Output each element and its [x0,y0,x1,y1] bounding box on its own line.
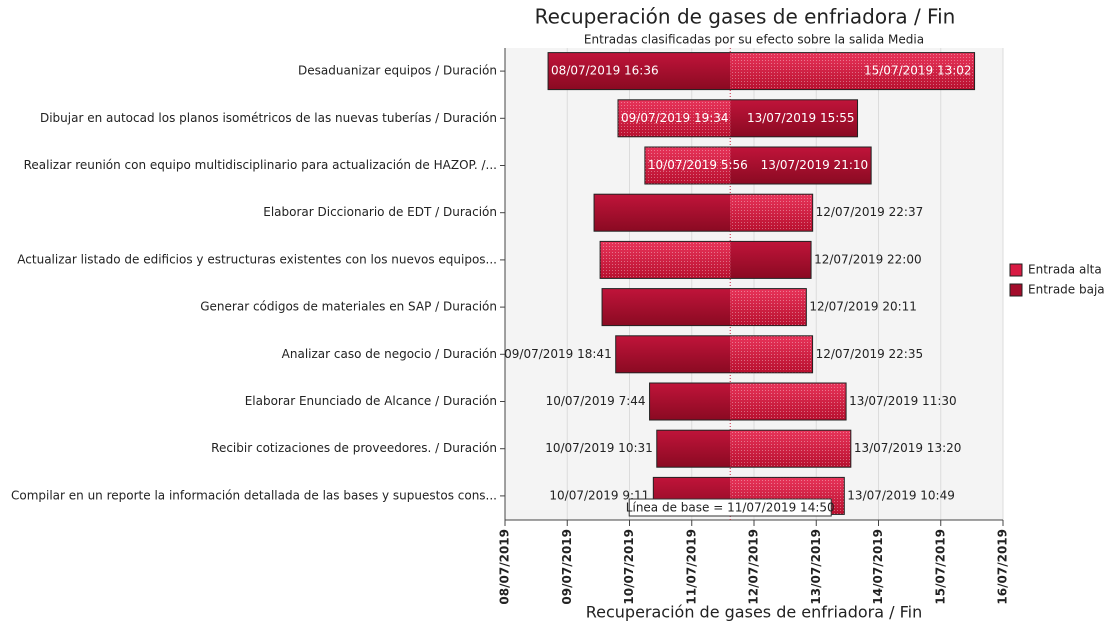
bar-pattern [730,335,813,373]
x-axis-title: Recuperación de gases de enfriadora / Fi… [586,603,923,622]
bar-pattern [730,383,847,420]
bar-segment [594,194,731,232]
bar-outline [599,240,812,279]
bar-segment [730,241,812,279]
category-label: Actualizar listado de edificios y estruc… [17,252,497,266]
data-label: 13/07/2019 10:49 [847,488,955,502]
legend-swatch [1009,283,1023,297]
chart-subtitle: Entradas clasificadas por su efecto sobr… [584,33,924,47]
x-tick-label: 08/07/2019 [498,529,512,605]
data-label: 08/07/2019 16:36 [551,64,659,78]
bar-pattern [600,241,731,279]
category-label: Elaborar Enunciado de Alcance / Duración [245,394,497,408]
x-tick-label: 13/07/2019 [809,529,823,605]
legend-swatch [1009,263,1023,277]
bar-segment [615,335,731,373]
bar-outline [593,193,814,232]
data-label: 10/07/2019 5:56 [648,158,748,172]
bar-outline [649,382,847,421]
x-tick-label: 15/07/2019 [933,529,947,605]
bar-segment [602,288,731,326]
data-label: 12/07/2019 22:00 [814,252,922,266]
data-label: 13/07/2019 13:20 [854,441,962,455]
x-tick-label: 11/07/2019 [684,529,698,605]
bar-segment [649,383,731,420]
x-tick-label: 12/07/2019 [747,529,761,605]
legend-label: Entrada alta [1028,263,1102,277]
data-label: 13/07/2019 15:55 [747,111,855,125]
bar-segment [730,99,858,137]
bar-segment [730,147,872,184]
data-label: 13/07/2019 21:10 [761,158,869,172]
legend-label: Entrade baja [1028,283,1105,297]
bar-pattern [730,194,813,232]
category-label: Generar códigos de materiales en SAP / D… [200,300,497,314]
x-tick-label: 10/07/2019 [622,529,636,605]
data-label: 10/07/2019 9:11 [549,488,649,502]
data-label: 10/07/2019 7:44 [546,394,646,408]
bar-outline [644,146,872,185]
category-label: Dibujar en autocad los planos isométrico… [40,111,497,125]
baseline-box [628,498,832,517]
category-label: Recibir cotizaciones de proveedores. / D… [211,441,497,455]
x-tick-label: 16/07/2019 [996,529,1010,605]
bar-pattern [644,147,731,184]
category-label: Compilar en un reporte la información de… [11,488,497,502]
data-label: 15/07/2019 13:02 [864,64,972,78]
bar-outline [547,52,976,91]
chart-title: Recuperación de gases de enfriadora / Fi… [535,5,956,29]
bar-pattern [618,99,731,137]
category-label: Desaduanizar equipos / Duración [298,64,497,78]
data-label: 12/07/2019 22:37 [816,205,924,219]
category-label: Elaborar Diccionario de EDT / Duración [263,205,497,219]
bar-segment [548,52,731,90]
bar-pattern [730,430,851,468]
data-label: 13/07/2019 11:30 [849,394,957,408]
bar-outline [617,99,859,138]
baseline-label: Línea de base = 11/07/2019 14:50 [626,501,835,515]
category-label: Realizar reunión con equipo multidiscipl… [24,158,497,172]
data-label: 09/07/2019 19:34 [621,111,729,125]
bar-pattern [730,288,807,326]
data-label: 10/07/2019 10:31 [545,441,653,455]
data-label: 12/07/2019 20:11 [809,300,917,314]
bar-outline [615,335,814,374]
data-label: 09/07/2019 18:41 [504,347,612,361]
bar-outline [601,288,807,327]
x-tick-label: 09/07/2019 [560,529,574,605]
bar-pattern [730,52,975,90]
bar-outline [656,429,852,468]
bar-segment [656,430,731,468]
data-label: 12/07/2019 22:35 [816,347,924,361]
x-tick-label: 14/07/2019 [871,529,885,605]
category-label: Analizar caso de negocio / Duración [282,347,497,361]
